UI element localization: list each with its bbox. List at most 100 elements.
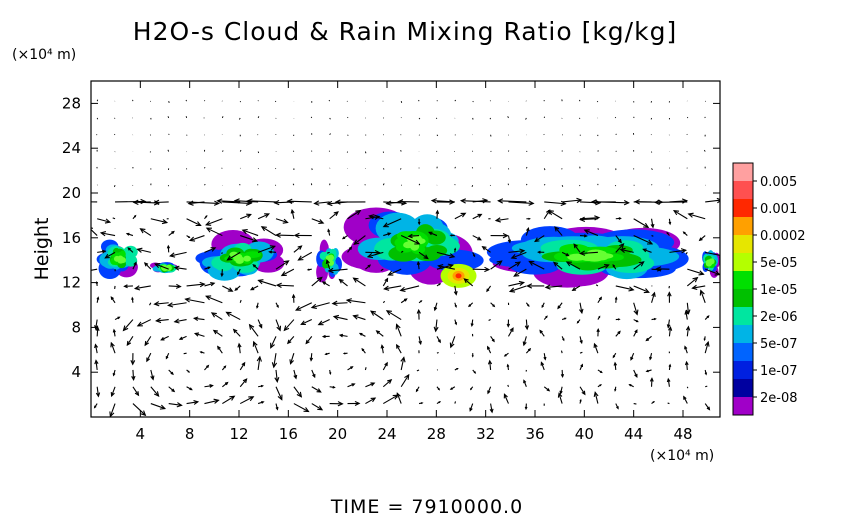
- wind-vector: [612, 352, 617, 359]
- wind-vector: [705, 251, 720, 258]
- y-tick-label: 8: [71, 318, 81, 336]
- colorbar-swatch: [733, 325, 753, 344]
- wind-vector: [186, 386, 193, 391]
- cloud-blob: [705, 259, 712, 266]
- wind-vector: [633, 261, 645, 270]
- wind-vector: [205, 227, 223, 237]
- wind-vector: [204, 281, 216, 287]
- wind-vector: [691, 284, 706, 291]
- wind-vector: [290, 208, 295, 219]
- wind-vector: [615, 235, 622, 244]
- wind-vector: [115, 198, 147, 205]
- wind-vector: [614, 116, 617, 119]
- wind-vector: [273, 199, 294, 206]
- wind-vector: [525, 226, 530, 236]
- wind-vector: [358, 332, 366, 337]
- wind-vector: [418, 336, 422, 346]
- wind-vector: [649, 377, 654, 387]
- wind-vector: [472, 100, 474, 103]
- wind-vector: [686, 116, 689, 119]
- wind-vector: [293, 245, 303, 253]
- wind-vector: [365, 397, 377, 405]
- wind-vector: [146, 352, 152, 363]
- wind-vector: [155, 317, 169, 324]
- wind-vector: [508, 285, 527, 293]
- wind-vector: [347, 209, 362, 220]
- wind-vector: [311, 403, 324, 411]
- wind-vector: [416, 369, 420, 372]
- wind-vector: [286, 335, 295, 345]
- wind-vector: [193, 332, 205, 337]
- wind-vector: [487, 359, 493, 371]
- wind-vector: [418, 117, 421, 120]
- wind-vector: [597, 384, 602, 388]
- wind-vector: [283, 319, 295, 332]
- wind-vector: [238, 117, 241, 120]
- wind-vector: [506, 319, 511, 328]
- wind-vector: [615, 318, 621, 321]
- wind-vector: [341, 235, 348, 240]
- wind-vector: [310, 302, 330, 309]
- wind-vector: [454, 319, 458, 326]
- wind-vector: [257, 245, 277, 253]
- wind-vector: [543, 183, 546, 186]
- colorbar-swatch: [733, 361, 753, 380]
- wind-vector: [96, 296, 100, 303]
- x-tick-label: 8: [185, 425, 195, 443]
- cloud-core: [455, 273, 462, 279]
- wind-vector: [571, 285, 581, 292]
- wind-vector: [704, 340, 710, 354]
- wind-vector: [205, 295, 223, 304]
- wind-vector: [578, 99, 581, 102]
- wind-vector: [397, 199, 420, 205]
- wind-vector: [400, 235, 421, 245]
- wind-vector: [703, 149, 706, 152]
- x-axis: 4 8 12 16 20 24 28 32 36 40 44 48: [136, 81, 693, 443]
- wind-vector: [331, 300, 348, 307]
- wind-vector: [669, 248, 688, 254]
- wind-vector: [436, 251, 456, 259]
- wind-vector: [329, 211, 339, 220]
- wind-vector: [167, 149, 170, 152]
- y-axis-label: Height: [31, 218, 53, 281]
- x-tick-label: 44: [624, 425, 643, 443]
- wind-vector: [317, 319, 330, 326]
- wind-vector: [185, 99, 187, 102]
- wind-vector: [436, 351, 439, 354]
- wind-vector: [522, 336, 527, 347]
- wind-vector: [136, 247, 151, 253]
- wind-vector: [525, 183, 528, 186]
- wind-vector: [667, 291, 672, 303]
- colorbar-label: 2e-08: [760, 391, 798, 406]
- wind-vector: [471, 184, 474, 187]
- wind-vector: [686, 386, 689, 389]
- wind-vector: [233, 198, 259, 204]
- wind-vector: [305, 336, 313, 345]
- wind-vector: [220, 269, 224, 278]
- wind-vector: [132, 199, 151, 205]
- wind-vector: [239, 396, 255, 405]
- wind-vector: [293, 232, 312, 239]
- wind-vector: [325, 259, 331, 270]
- wind-vector: [280, 268, 295, 277]
- wind-vector: [705, 197, 720, 204]
- wind-vector: [630, 352, 635, 361]
- wind-vector: [454, 212, 467, 220]
- wind-vector: [633, 302, 639, 316]
- wind-vector: [561, 317, 567, 321]
- wind-vector: [685, 325, 691, 337]
- wind-vector: [168, 386, 176, 393]
- wind-vector: [615, 403, 619, 410]
- colorbar-label: 5e-05: [760, 256, 798, 271]
- wind-vector: [212, 329, 223, 337]
- wind-vector: [306, 268, 312, 271]
- wind-vector: [150, 386, 160, 397]
- wind-vector: [525, 166, 528, 169]
- wind-vector: [699, 289, 706, 303]
- wind-vector: [684, 360, 689, 371]
- wind-vector: [583, 229, 599, 237]
- wind-vector: [705, 385, 708, 388]
- wind-vector: [95, 386, 101, 398]
- wind-vector: [139, 228, 152, 237]
- wind-vector: [543, 168, 546, 171]
